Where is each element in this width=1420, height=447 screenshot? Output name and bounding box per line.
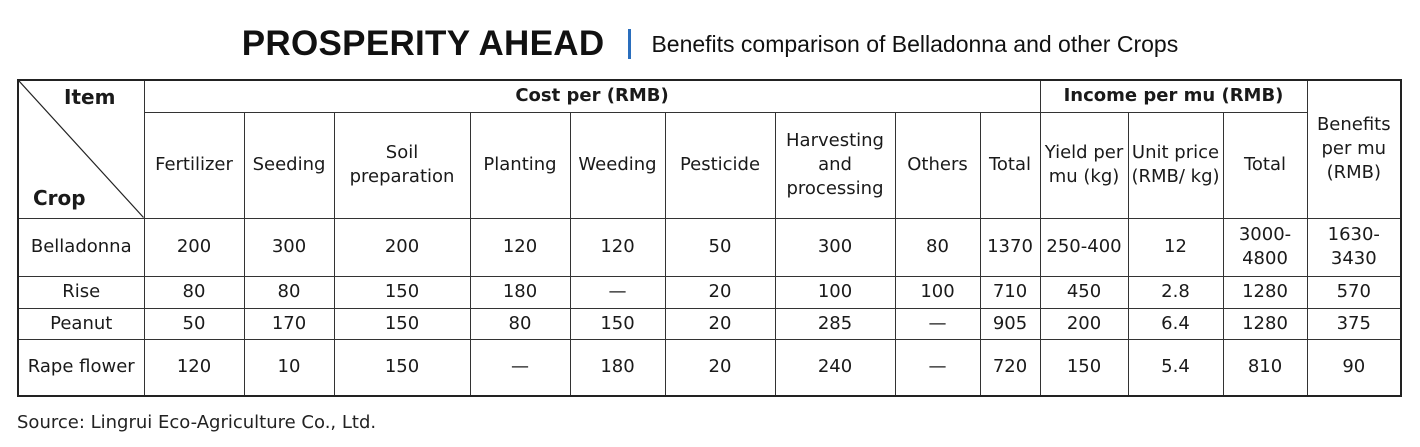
table-cell: 5.4	[1127, 338, 1224, 397]
table-cell: —	[894, 338, 981, 397]
corner-diagonal-line	[19, 81, 144, 218]
table-cell: 200	[143, 217, 245, 277]
table-cell: 150	[333, 338, 471, 397]
table-cell: 180	[469, 275, 571, 309]
table-row: Rape flower 120 10 150 — 180 20 240 — 72…	[17, 338, 1402, 397]
table-cell: 905	[979, 307, 1041, 340]
corner-header-cell: Item Crop	[17, 79, 145, 219]
table-cell: —	[569, 275, 666, 309]
table-cell: —	[894, 307, 981, 340]
column-header: Fertilizer	[143, 111, 245, 219]
table-cell: 150	[569, 307, 666, 340]
crop-name-cell: Rape flower	[17, 338, 145, 397]
column-header: Harvesting and processing	[774, 111, 896, 219]
column-header: Unit price (RMB/ kg)	[1127, 111, 1224, 219]
page-subtitle: Benefits comparison of Belladonna and ot…	[651, 30, 1179, 57]
table-cell: 1280	[1222, 275, 1308, 309]
table-cell: 150	[333, 275, 471, 309]
table-cell: 120	[569, 217, 666, 277]
table-cell: 450	[1039, 275, 1129, 309]
group-header-row: Item Crop Cost per (RMB) Income per mu (…	[17, 79, 1402, 219]
benefits-column-header: Benefits per mu (RMB)	[1306, 79, 1402, 219]
table-cell: 1280	[1222, 307, 1308, 340]
column-header: Soil preparation	[333, 111, 471, 219]
column-header: Planting	[469, 111, 571, 219]
column-header: Pesticide	[664, 111, 776, 219]
source-note: Source: Lingrui Eco-Agriculture Co., Ltd…	[17, 412, 377, 433]
table-cell: 6.4	[1127, 307, 1224, 340]
table-cell: 200	[1039, 307, 1129, 340]
column-header: Total	[1222, 111, 1308, 219]
table-cell: 285	[774, 307, 896, 340]
table-cell: 80	[243, 275, 335, 309]
table-cell: 300	[774, 217, 896, 277]
table-cell: 100	[774, 275, 896, 309]
table-cell: 1630-3430	[1306, 217, 1402, 277]
table-cell: 120	[143, 338, 245, 397]
table-cell: 710	[979, 275, 1041, 309]
table-cell: 100	[894, 275, 981, 309]
cost-group-header: Cost per (RMB)	[143, 79, 1041, 113]
column-header: Yield per mu (kg)	[1039, 111, 1129, 219]
table-cell: —	[469, 338, 571, 397]
table-cell: 50	[664, 217, 776, 277]
column-header: Seeding	[243, 111, 335, 219]
table-cell: 250-400	[1039, 217, 1129, 277]
table-cell: 20	[664, 338, 776, 397]
title-separator	[628, 29, 632, 59]
table-cell: 50	[143, 307, 245, 340]
corner-item-label: Item	[64, 85, 116, 109]
column-header-row: Fertilizer Seeding Soil preparation Plan…	[18, 111, 1401, 219]
table-cell: 90	[1306, 338, 1402, 397]
crop-name-cell: Rise	[17, 275, 145, 309]
table-row: Peanut 50 170 150 80 150 20 285 — 905 20…	[17, 307, 1402, 340]
table-cell: 375	[1306, 307, 1402, 340]
table-row: Rise 80 80 150 180 — 20 100 100 710 450 …	[17, 275, 1402, 309]
table-cell: 720	[979, 338, 1041, 397]
header: PROSPERITY AHEAD Benefits comparison of …	[0, 22, 1420, 66]
table-cell: 200	[333, 217, 471, 277]
table-cell: 180	[569, 338, 666, 397]
table-cell: 2.8	[1127, 275, 1224, 309]
table-cell: 170	[243, 307, 335, 340]
table-cell: 10	[243, 338, 335, 397]
income-group-header: Income per mu (RMB)	[1039, 79, 1308, 113]
table-cell: 3000-4800	[1222, 217, 1308, 277]
crop-name-cell: Belladonna	[17, 217, 145, 277]
table-cell: 1370	[979, 217, 1041, 277]
table-cell: 300	[243, 217, 335, 277]
table-cell: 12	[1127, 217, 1224, 277]
column-header: Total	[979, 111, 1041, 219]
table-cell: 20	[664, 307, 776, 340]
table-cell: 240	[774, 338, 896, 397]
table-cell: 150	[333, 307, 471, 340]
table-row: Belladonna 200 300 200 120 120 50 300 80…	[17, 217, 1402, 277]
table-cell: 80	[469, 307, 571, 340]
table-cell: 150	[1039, 338, 1129, 397]
table-cell: 80	[143, 275, 245, 309]
crop-name-cell: Peanut	[17, 307, 145, 340]
table-cell: 570	[1306, 275, 1402, 309]
page-title: PROSPERITY AHEAD	[241, 24, 605, 63]
column-header: Others	[894, 111, 981, 219]
table-cell: 120	[469, 217, 571, 277]
comparison-table: Item Crop Cost per (RMB) Income per mu (…	[17, 79, 1403, 397]
table-cell: 20	[664, 275, 776, 309]
corner-crop-label: Crop	[33, 185, 86, 210]
table-cell: 80	[894, 217, 981, 277]
column-header: Weeding	[569, 111, 666, 219]
table-cell: 810	[1222, 338, 1308, 397]
